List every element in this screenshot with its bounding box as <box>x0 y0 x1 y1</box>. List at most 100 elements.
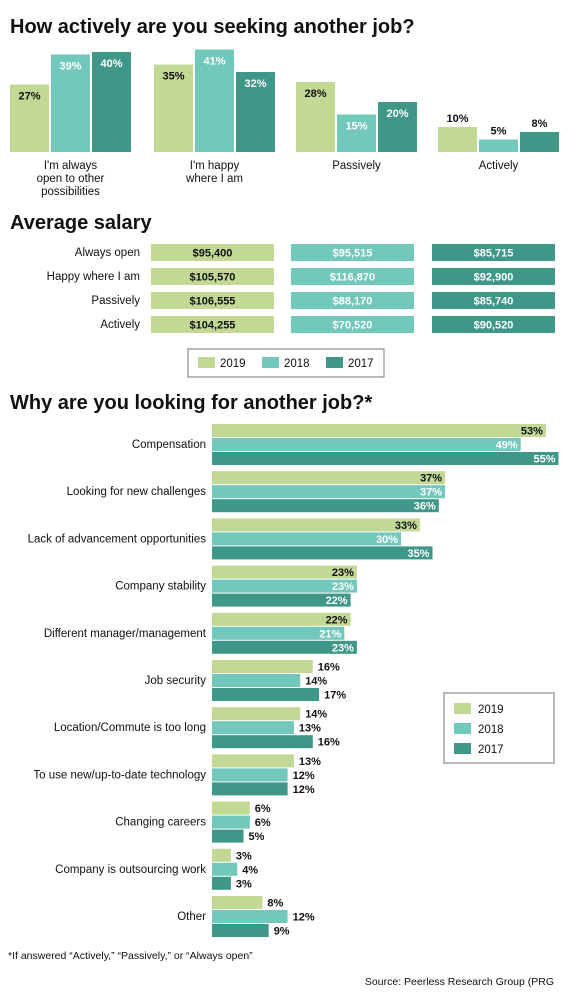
reason-value-2019-11: 8% <box>267 898 283 910</box>
category-label-1: I'm always <box>44 160 98 172</box>
bar-label-2019-4: 10% <box>446 113 468 125</box>
reason-bar-2018-1 <box>212 438 521 451</box>
category-label-1: open to other <box>37 173 105 185</box>
reasons-legend-label-2018: 2018 <box>478 724 504 736</box>
reason-value-2018-9: 6% <box>255 817 271 829</box>
reason-value-2019-10: 3% <box>236 850 252 862</box>
reason-value-2018-3: 30% <box>376 534 398 546</box>
salary-row-label-1: Always open <box>75 247 140 259</box>
reason-bar-2019-4 <box>212 565 357 579</box>
reason-value-2017-1: 55% <box>533 454 555 466</box>
chart3-title: Why are you looking for another job?* <box>10 392 372 414</box>
reason-bar-2019-7 <box>212 707 301 721</box>
category-label-3: Passively <box>332 160 381 172</box>
reason-label-6: Job security <box>145 675 207 687</box>
salary-value-2019-4: $104,255 <box>190 320 236 332</box>
bar-2019-4 <box>438 127 477 152</box>
reason-value-2017-4: 22% <box>326 595 348 607</box>
salary-value-2019-1: $95,400 <box>193 248 233 260</box>
bar-label-2017-4: 8% <box>532 118 548 130</box>
salary-cell-2017-1 <box>432 244 555 261</box>
reason-bar-2019-1 <box>212 424 546 437</box>
reason-bar-2018-7 <box>212 721 294 735</box>
salary-cell-2019-1 <box>151 244 274 261</box>
reason-bar-2018-3 <box>212 532 401 546</box>
bar-2018-1 <box>51 54 90 152</box>
reason-bar-2017-4 <box>212 593 351 607</box>
bar-label-2018-2: 41% <box>203 56 225 68</box>
reason-label-10: Company is outsourcing work <box>55 864 206 876</box>
salary-value-2017-1: $85,715 <box>474 248 514 260</box>
bar-2017-1 <box>92 52 131 152</box>
bar-2019-1 <box>10 84 49 152</box>
salary-cell-2018-4 <box>291 316 414 333</box>
reason-label-11: Other <box>177 911 206 923</box>
reason-bar-2018-2 <box>212 485 446 499</box>
reason-bar-2018-6 <box>212 674 301 687</box>
salary-cell-2018-1 <box>291 244 414 261</box>
chart2-title: Average salary <box>10 212 152 234</box>
reason-value-2018-10: 4% <box>242 864 258 876</box>
salary-row-label-4: Actively <box>100 319 140 331</box>
reason-bar-2019-10 <box>212 848 231 862</box>
reason-bar-2017-8 <box>212 782 288 796</box>
reason-bar-2018-10 <box>212 862 238 876</box>
bar-label-2018-3: 15% <box>345 121 367 133</box>
bar-label-2019-2: 35% <box>162 71 184 83</box>
reason-bar-2019-8 <box>212 754 294 768</box>
reason-value-2019-5: 22% <box>326 614 348 626</box>
salary-value-2017-2: $92,900 <box>474 272 514 284</box>
bar-label-2018-4: 5% <box>491 126 507 138</box>
reason-value-2017-10: 3% <box>236 878 252 890</box>
category-label-2: where I am <box>185 173 243 185</box>
reason-value-2017-6: 17% <box>324 690 346 702</box>
reason-bar-2017-3 <box>212 546 433 560</box>
reason-value-2018-7: 13% <box>299 723 321 735</box>
bar-2017-3 <box>378 102 417 152</box>
bar-2018-3 <box>337 114 376 152</box>
reason-bar-2017-9 <box>212 829 244 843</box>
bar-label-2017-1: 40% <box>100 58 122 70</box>
category-label-1: possibilities <box>41 186 100 198</box>
reason-value-2017-3: 35% <box>407 548 429 560</box>
reason-value-2017-11: 9% <box>274 926 290 938</box>
reasons-legend-swatch-2018 <box>454 723 471 734</box>
salary-value-2018-4: $70,520 <box>333 320 373 332</box>
salary-cell-2018-2 <box>291 268 414 285</box>
footnote: *If answered “Actively,” “Passively,” or… <box>8 950 253 962</box>
salary-value-2017-3: $85,740 <box>474 296 514 308</box>
salary-legend-label-2019: 2019 <box>220 358 246 370</box>
reason-bar-2018-8 <box>212 768 288 782</box>
reason-value-2019-9: 6% <box>255 803 271 815</box>
salary-cell-2019-4 <box>151 316 274 333</box>
reason-value-2018-6: 14% <box>305 676 327 688</box>
reason-value-2019-8: 13% <box>299 756 321 768</box>
salary-cell-2017-4 <box>432 316 555 333</box>
reason-value-2018-8: 12% <box>293 770 315 782</box>
average-salary-table: Always open $95,400 $95,515 $85,715 Happy wh… <box>47 244 555 378</box>
reason-value-2019-3: 33% <box>395 520 417 532</box>
salary-row-label-2: Happy where I am <box>47 271 140 283</box>
bar-label-2019-1: 27% <box>18 91 40 103</box>
reason-value-2019-6: 16% <box>318 662 340 674</box>
salary-legend-swatch-2018 <box>262 357 279 368</box>
bar-2018-4 <box>479 139 518 152</box>
reason-bar-2018-4 <box>212 579 357 593</box>
reasons-legend-swatch-2017 <box>454 743 471 754</box>
reason-value-2017-5: 23% <box>332 642 354 654</box>
reason-label-9: Changing careers <box>115 817 206 829</box>
salary-value-2017-4: $90,520 <box>474 320 514 332</box>
reason-bar-2019-3 <box>212 518 420 532</box>
reason-bar-2019-6 <box>212 660 313 673</box>
reasons-legend-label-2017: 2017 <box>478 744 504 756</box>
reason-bar-2017-11 <box>212 924 269 937</box>
reason-bar-2019-11 <box>212 896 263 909</box>
reason-label-7: Location/Commute is too long <box>54 722 206 734</box>
category-label-4: Actively <box>479 160 519 172</box>
reason-value-2019-2: 37% <box>420 473 442 485</box>
bar-label-2017-2: 32% <box>244 78 266 90</box>
reason-bar-2017-7 <box>212 735 313 749</box>
reason-value-2017-8: 12% <box>293 784 315 796</box>
salary-legend-swatch-2019 <box>198 357 215 368</box>
